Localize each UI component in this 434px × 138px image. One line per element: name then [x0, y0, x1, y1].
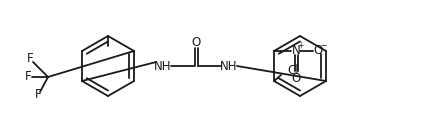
Text: O: O [191, 35, 201, 48]
Text: +: + [297, 41, 304, 50]
Text: O: O [291, 71, 301, 84]
Text: F: F [25, 71, 31, 83]
Text: F: F [35, 88, 41, 102]
Text: F: F [26, 52, 33, 66]
Text: −: − [320, 41, 326, 50]
Text: O: O [313, 44, 322, 58]
Text: NH: NH [154, 59, 172, 72]
Text: Cl: Cl [287, 64, 299, 78]
Text: N: N [292, 44, 300, 58]
Text: NH: NH [220, 59, 238, 72]
